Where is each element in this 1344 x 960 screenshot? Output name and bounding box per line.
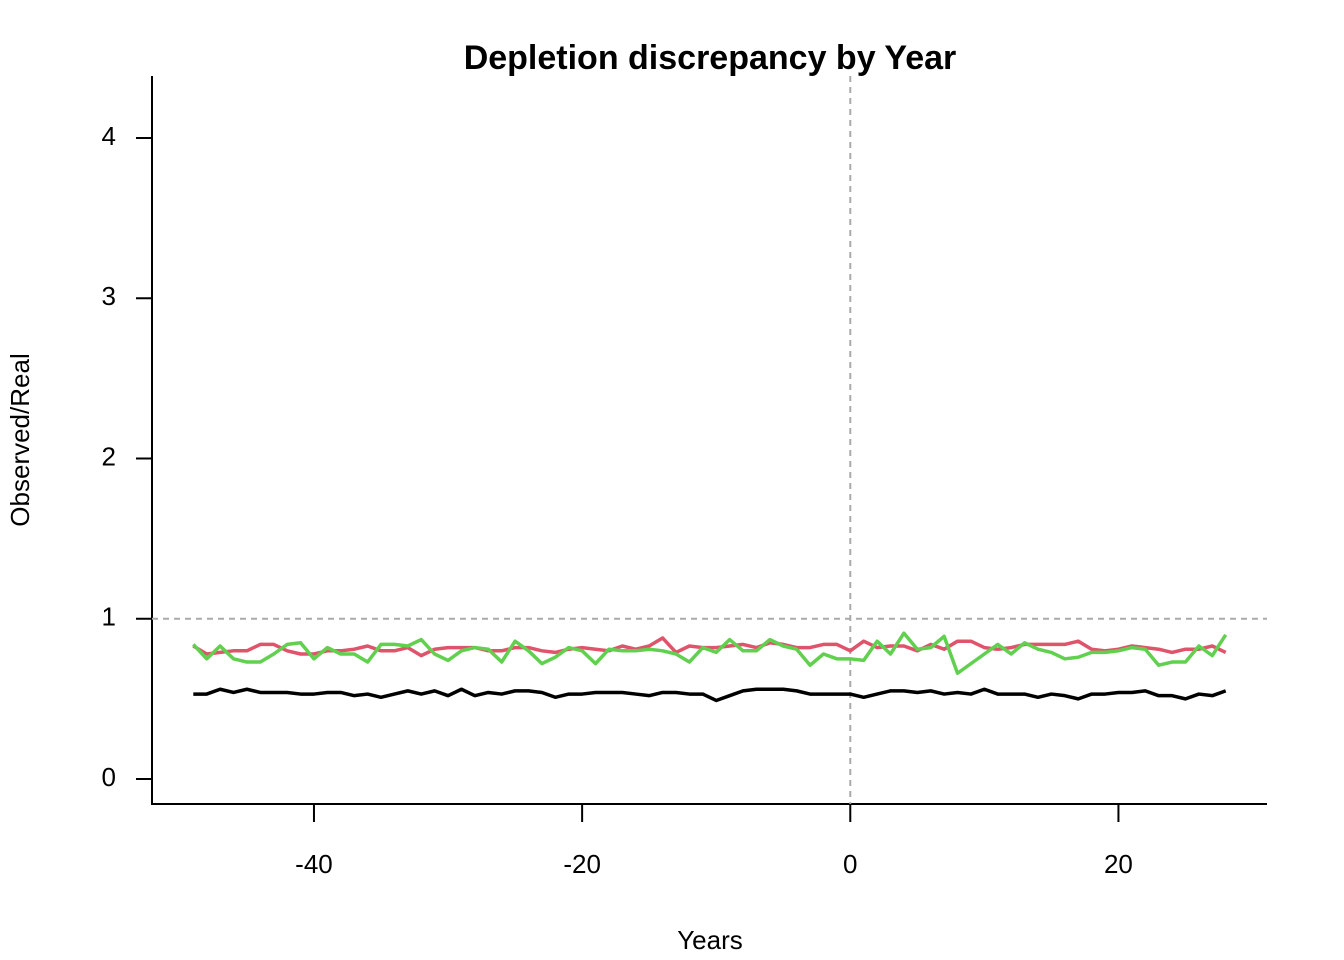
- y-tick-label: 2: [102, 441, 116, 471]
- x-tick-label: -40: [295, 849, 333, 879]
- y-tick-label: 3: [102, 281, 116, 311]
- y-tick-label: 1: [102, 602, 116, 632]
- x-axis-label: Years: [677, 925, 743, 955]
- x-tick-label: -20: [563, 849, 601, 879]
- y-tick-label: 4: [102, 121, 116, 151]
- y-axis-label: Observed/Real: [5, 353, 35, 526]
- x-tick-label: 20: [1104, 849, 1133, 879]
- y-tick-label: 0: [102, 762, 116, 792]
- data-line: [192, 636, 1227, 658]
- x-tick-label: 0: [843, 849, 857, 879]
- chart-title: Depletion discrepancy by Year: [464, 39, 957, 77]
- data-line: [193, 687, 1227, 703]
- data-line: [192, 631, 1228, 675]
